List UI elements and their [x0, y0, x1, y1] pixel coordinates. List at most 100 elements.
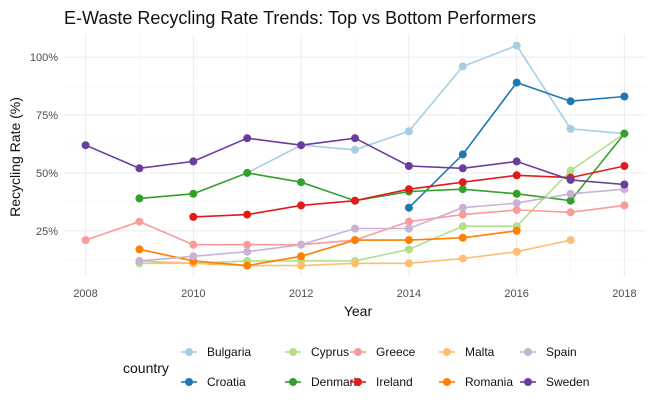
- data-point-romania: [135, 245, 144, 254]
- data-point-greece: [566, 208, 575, 217]
- data-point-croatia: [566, 97, 575, 106]
- legend-item-malta: Malta: [439, 345, 495, 359]
- legend-key-marker: [354, 378, 362, 386]
- data-point-sweden: [243, 134, 252, 143]
- data-point-malta: [297, 261, 306, 270]
- data-point-denmark: [620, 129, 629, 138]
- data-point-spain: [243, 247, 252, 256]
- legend-item-romania: Romania: [439, 375, 513, 389]
- x-axis-title: Year: [344, 303, 373, 319]
- series-line-denmark: [139, 133, 626, 202]
- x-tick-label: 2018: [612, 288, 636, 300]
- data-point-sweden: [351, 134, 359, 143]
- legend-item-sweden: Sweden: [520, 375, 589, 389]
- data-point-sweden: [189, 157, 198, 166]
- data-point-sweden: [135, 164, 144, 173]
- data-point-malta: [458, 254, 467, 263]
- legend-item-spain: Spain: [520, 345, 577, 359]
- data-point-cyprus: [566, 166, 575, 175]
- data-point-greece: [620, 201, 629, 210]
- data-point-spain: [135, 256, 144, 265]
- y-tick-label: 100%: [30, 52, 58, 64]
- data-point-cyprus: [458, 222, 467, 231]
- data-point-ireland: [512, 171, 521, 180]
- y-tick-label: 75%: [36, 110, 58, 122]
- legend-key-marker: [354, 348, 362, 356]
- data-point-sweden: [297, 141, 306, 150]
- data-point-greece: [189, 240, 198, 249]
- legend-key-marker: [443, 378, 451, 386]
- data-point-ireland: [189, 212, 198, 221]
- x-axis-ticks: 2008 2010 2012 2014 2016 2018: [73, 288, 636, 300]
- legend-item-croatia: Croatia: [181, 375, 246, 389]
- data-point-ireland: [243, 210, 252, 219]
- x-tick-label: 2008: [73, 288, 97, 300]
- data-point-sweden: [566, 175, 575, 184]
- data-point-malta: [512, 247, 521, 256]
- data-point-ireland: [404, 185, 413, 194]
- y-axis-ticks: 25% 50% 75% 100%: [30, 52, 58, 238]
- data-point-denmark: [512, 189, 521, 198]
- x-tick-label: 2010: [181, 288, 205, 300]
- legend-key-marker: [443, 348, 451, 356]
- data-point-sweden: [81, 141, 90, 150]
- data-point-spain: [458, 203, 467, 212]
- data-point-sweden: [404, 162, 413, 170]
- y-tick-label: 50%: [36, 168, 58, 180]
- legend: Bulgaria Croatia Cyprus Denmark Greece Irelan…: [181, 345, 589, 389]
- legend-key-marker: [289, 378, 297, 386]
- data-point-romania: [297, 252, 306, 261]
- data-point-croatia: [404, 203, 413, 212]
- legend-label: Sweden: [546, 375, 589, 389]
- data-point-spain: [566, 189, 575, 198]
- data-point-greece: [458, 210, 467, 219]
- legend-label: Croatia: [207, 375, 246, 389]
- data-point-sweden: [512, 157, 521, 166]
- data-point-greece: [135, 217, 144, 226]
- data-point-romania: [512, 226, 521, 235]
- data-point-ireland: [620, 162, 629, 170]
- data-point-bulgaria: [404, 127, 413, 136]
- legend-label: Greece: [376, 345, 416, 359]
- data-point-denmark: [135, 194, 144, 203]
- data-point-sweden: [620, 180, 629, 189]
- legend-label: Ireland: [376, 375, 413, 389]
- data-point-bulgaria: [351, 145, 359, 154]
- legend-item-denmark: Denmark: [285, 375, 361, 389]
- legend-item-bulgaria: Bulgaria: [181, 345, 251, 359]
- legend-label: Romania: [465, 375, 513, 389]
- y-tick-label: 25%: [36, 226, 58, 238]
- data-point-croatia: [620, 92, 629, 101]
- x-tick-label: 2014: [397, 288, 421, 300]
- legend-key-marker: [289, 348, 297, 356]
- series-points: [81, 41, 629, 270]
- legend-key-marker: [524, 378, 532, 386]
- y-axis-title: Recycling Rate (%): [7, 97, 23, 217]
- x-tick-label: 2012: [289, 288, 313, 300]
- data-point-spain: [351, 224, 359, 233]
- legend-title: country: [123, 360, 169, 376]
- data-point-romania: [351, 236, 359, 245]
- data-point-cyprus: [404, 245, 413, 254]
- data-point-denmark: [566, 196, 575, 205]
- data-point-greece: [404, 217, 413, 226]
- data-point-sweden: [458, 164, 467, 173]
- data-point-bulgaria: [512, 41, 521, 50]
- data-point-denmark: [297, 178, 306, 187]
- data-point-ireland: [297, 201, 306, 210]
- series-line-romania: [139, 230, 517, 267]
- data-point-bulgaria: [458, 62, 467, 71]
- data-point-spain: [512, 199, 521, 208]
- series-line-bulgaria: [246, 44, 625, 174]
- data-point-malta: [351, 259, 359, 268]
- legend-label: Bulgaria: [207, 345, 251, 359]
- chart-title: E-Waste Recycling Rate Trends: Top vs Bo…: [64, 8, 536, 28]
- data-point-malta: [404, 259, 413, 268]
- data-point-romania: [243, 261, 252, 270]
- data-point-romania: [404, 236, 413, 245]
- data-point-greece: [81, 236, 90, 245]
- data-point-spain: [404, 224, 413, 233]
- data-point-romania: [458, 233, 467, 242]
- legend-item-ireland: Ireland: [350, 375, 413, 389]
